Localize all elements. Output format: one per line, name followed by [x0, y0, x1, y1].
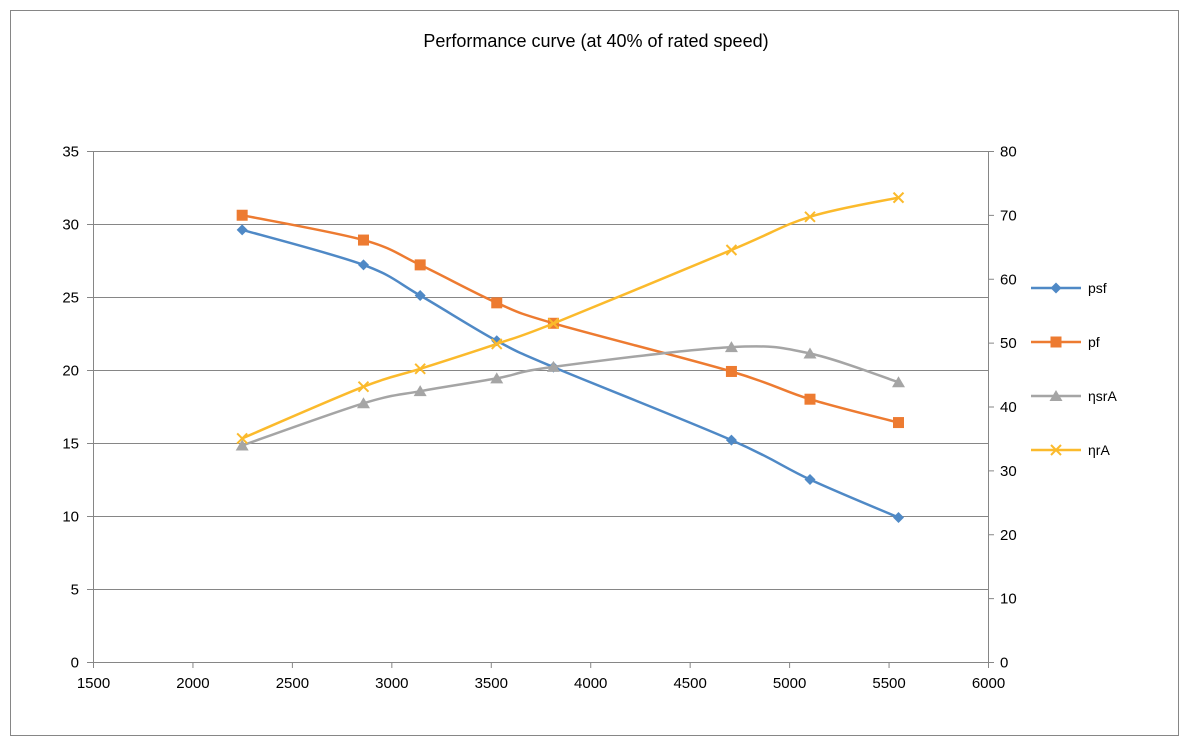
- y-tick-label: 20: [62, 363, 79, 380]
- data-point: [236, 209, 248, 221]
- data-point-stroke: [804, 211, 816, 223]
- data-point: [491, 338, 503, 350]
- y-tick-label: 15: [62, 436, 79, 453]
- y2-tick-label: 30: [1000, 463, 1017, 480]
- data-point: [357, 380, 370, 393]
- y2-tick-label: 0: [1000, 655, 1008, 672]
- x-tick-label: 3500: [475, 675, 508, 692]
- data-point: [893, 417, 904, 429]
- data-point-stroke: [236, 432, 248, 445]
- legend-marker-stroke: [1050, 444, 1062, 456]
- data-point: [236, 432, 248, 445]
- x-tick-label: 4500: [673, 675, 706, 692]
- legend-marker: [1050, 282, 1062, 294]
- data-point: [356, 397, 370, 409]
- data-point: [547, 317, 560, 330]
- legend-label: pf: [1088, 334, 1100, 350]
- legend-item-ηrA: ηrA: [1031, 442, 1110, 458]
- y-tick-label: 10: [62, 509, 79, 526]
- y2-tick-label: 60: [1000, 271, 1017, 288]
- data-point: [804, 211, 816, 223]
- data-point: [491, 297, 503, 309]
- y-tick-label: 5: [71, 582, 79, 599]
- series-ηrA: [236, 191, 905, 445]
- data-point-stroke: [357, 380, 370, 393]
- data-point: [725, 365, 737, 377]
- x-tick-label: 4000: [574, 675, 607, 692]
- x-tick-label: 3000: [375, 675, 408, 692]
- data-point-stroke: [414, 363, 426, 375]
- data-point: [725, 244, 738, 256]
- y2-tick-label: 20: [1000, 527, 1017, 544]
- legend-item-pf: pf: [1031, 334, 1100, 350]
- data-point-stroke: [547, 317, 560, 330]
- data-point: [725, 434, 737, 446]
- y-tick-label: 25: [62, 290, 79, 307]
- x-tick-label: 5000: [773, 675, 806, 692]
- data-point: [892, 376, 905, 388]
- legend: psf pf ηsrA ηrA: [1031, 280, 1117, 458]
- data-point: [357, 234, 369, 246]
- legend-label: ηsrA: [1088, 388, 1117, 404]
- x-tick-label: 5500: [872, 675, 905, 692]
- data-point: [546, 360, 560, 372]
- y2-tick-label: 40: [1000, 399, 1017, 416]
- data-point: [724, 341, 738, 353]
- series-psf: [236, 224, 904, 523]
- chart-border: [10, 10, 1179, 736]
- axes: 0 5 10 15 20 25 30 35 0 10 20 30 40 50 60 70 80 1500 2000 2…: [62, 144, 1016, 693]
- chart-title: Performance curve (at 40% of rated speed…: [423, 31, 768, 51]
- legend-label: ηrA: [1088, 442, 1110, 458]
- data-point-stroke: [725, 244, 738, 256]
- legend-item-psf: psf: [1031, 280, 1107, 296]
- legend-marker: [1050, 444, 1062, 456]
- data-point: [490, 372, 504, 384]
- legend-marker: [1049, 390, 1063, 401]
- x-tick-label: 1500: [77, 675, 110, 692]
- x-tick-label: 2500: [276, 675, 309, 692]
- y2-tick-label: 80: [1000, 144, 1017, 161]
- data-point: [804, 474, 816, 485]
- data-point: [893, 511, 904, 523]
- data-point: [414, 363, 426, 375]
- series-layer: [235, 191, 905, 523]
- y2-tick-label: 10: [1000, 591, 1017, 608]
- data-point-stroke: [491, 338, 503, 350]
- legend-label: psf: [1088, 280, 1107, 296]
- data-point: [235, 439, 249, 451]
- series-ηsrA: [235, 341, 905, 451]
- y-tick-label: 0: [71, 655, 79, 672]
- y2-tick-label: 50: [1000, 335, 1017, 352]
- data-point: [414, 259, 426, 271]
- y-tick-label: 30: [62, 217, 79, 234]
- legend-item-ηsrA: ηsrA: [1031, 388, 1117, 404]
- x-tick-label: 2000: [176, 675, 209, 692]
- data-point-stroke: [892, 191, 905, 204]
- data-point: [804, 393, 816, 405]
- data-point: [892, 191, 905, 204]
- data-point: [236, 224, 248, 236]
- data-point: [803, 347, 817, 359]
- y2-tick-label: 70: [1000, 207, 1017, 224]
- y-tick-label: 35: [62, 144, 79, 161]
- data-point: [413, 385, 427, 397]
- legend-marker: [1050, 336, 1062, 348]
- data-point: [414, 290, 426, 302]
- x-tick-label: 6000: [972, 675, 1005, 692]
- data-point: [357, 259, 369, 271]
